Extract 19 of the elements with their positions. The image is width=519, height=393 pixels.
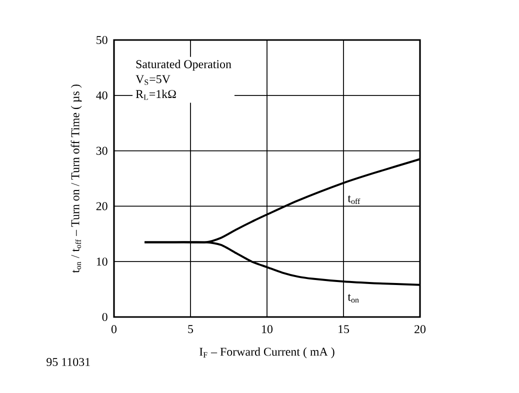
y-tick-label: 10 <box>96 258 108 266</box>
x-tick-label: 10 <box>262 325 273 334</box>
series-label: t$_{off}$ <box>348 195 360 204</box>
y-axis-title: t$_{on}$ / t$_{off}$ – Turn on / Turn off Time ( µs ) <box>70 84 82 273</box>
x-tick-label: 0 <box>111 325 117 334</box>
annotation: R$_{L}$=1kΩ <box>136 90 176 100</box>
x-tick-label: 5 <box>188 325 194 334</box>
y-tick-label: 0 <box>102 312 108 322</box>
y-tick-label: 50 <box>96 36 108 44</box>
annotation: V$_{S}$=5V <box>136 75 170 85</box>
y-tick-label: 30 <box>96 146 108 155</box>
text: 95 11031 <box>46 358 90 366</box>
x-axis-title: I$_{F}$ – Forward Current ( mA ) <box>200 347 334 358</box>
y-tick-label: 20 <box>96 202 108 210</box>
y-tick-label: 40 <box>96 91 108 100</box>
x-tick-label: 20 <box>414 325 426 334</box>
x-tick-label: 15 <box>338 325 350 334</box>
series-label: t$_{on}$ <box>348 294 359 303</box>
annotation: Saturated Operation <box>136 60 232 71</box>
